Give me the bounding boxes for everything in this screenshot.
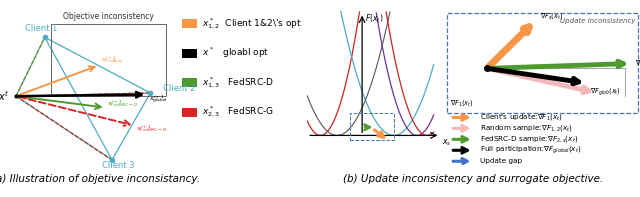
Bar: [182, 108, 197, 117]
Text: Client 1: Client 1: [26, 24, 58, 33]
Text: Random sample:$\nabla F_{1,2}(x_t)$: Random sample:$\nabla F_{1,2}(x_t)$: [480, 123, 573, 133]
Text: $F(x_t)$: $F(x_t)$: [365, 13, 384, 25]
Bar: [182, 78, 197, 87]
Text: $x^*_{2,3}$   FedSRC-G: $x^*_{2,3}$ FedSRC-G: [202, 104, 273, 119]
Text: Client 3: Client 3: [102, 161, 134, 170]
Text: Update inconsistency: Update inconsistency: [559, 18, 635, 24]
Text: $x^*_{1,2}$  Client 1&2\'s opt: $x^*_{1,2}$ Client 1&2\'s opt: [202, 16, 301, 31]
Bar: [182, 49, 197, 58]
Text: $x^{t+1}_{\mathrm{FedAvg}}$: $x^{t+1}_{\mathrm{FedAvg}}$: [101, 54, 123, 67]
Bar: [182, 19, 197, 28]
Text: $x^{t+1}_{\mathrm{FedSRC-G}}$: $x^{t+1}_{\mathrm{FedSRC-G}}$: [136, 123, 167, 134]
Text: $x^*$   gloabl opt: $x^*$ gloabl opt: [202, 46, 269, 60]
Text: $x^{t+1}_{\mathrm{FedSRC-D}}$: $x^{t+1}_{\mathrm{FedSRC-D}}$: [108, 98, 138, 109]
Text: $x^t$: $x^t$: [0, 89, 10, 103]
Text: $\nabla F_1(x_t)$: $\nabla F_1(x_t)$: [451, 98, 474, 108]
Text: $x_s$: $x_s$: [442, 137, 451, 148]
Text: Objective inconsistency: Objective inconsistency: [63, 12, 154, 21]
Text: Update gap: Update gap: [480, 158, 522, 164]
Text: $x^{t+1}_{\mathrm{global}}$: $x^{t+1}_{\mathrm{global}}$: [149, 94, 168, 106]
Text: FedSRC-D sample:$\nabla F_{2,s}(x_t)$: FedSRC-D sample:$\nabla F_{2,s}(x_t)$: [480, 134, 579, 144]
Text: $\nabla F_s(x_t)$: $\nabla F_s(x_t)$: [540, 11, 564, 21]
Text: (b) Update inconsistency and surrogate objective.: (b) Update inconsistency and surrogate o…: [344, 175, 604, 184]
Text: Client 2: Client 2: [163, 84, 196, 93]
Text: Full participation:$\nabla F_{global}(x_t)$: Full participation:$\nabla F_{global}(x_…: [480, 145, 582, 156]
Text: $\nabla F_{glob}(x_t)$: $\nabla F_{glob}(x_t)$: [590, 86, 621, 98]
Bar: [351, 112, 394, 140]
Text: $x^*_{1,3}$   FedSRC-D: $x^*_{1,3}$ FedSRC-D: [202, 75, 273, 90]
Text: Client's update:$\nabla F_1(x_t)$: Client's update:$\nabla F_1(x_t)$: [480, 112, 563, 122]
Text: (a) Illustration of objetive inconsistancy.: (a) Illustration of objetive inconsistan…: [0, 175, 200, 184]
Bar: [447, 13, 638, 112]
Text: $\nabla F_{2,s}(x_t)$: $\nabla F_{2,s}(x_t)$: [635, 59, 640, 69]
Bar: [51, 24, 166, 96]
